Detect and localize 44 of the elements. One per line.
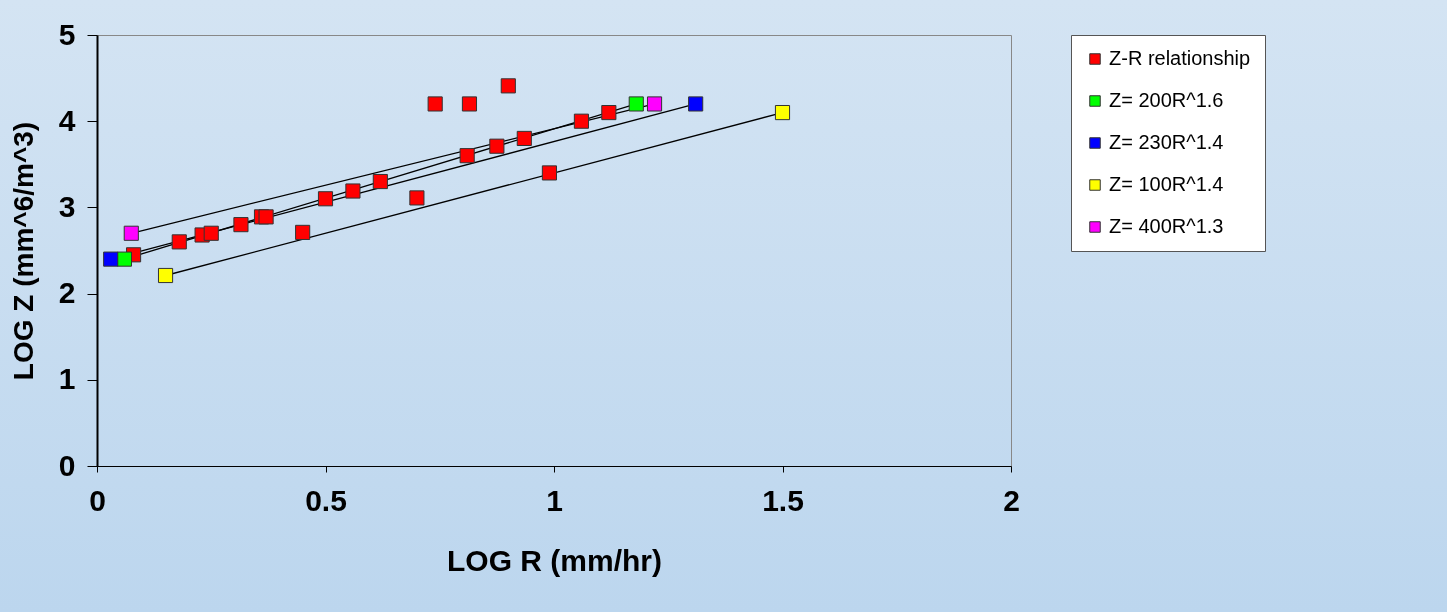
y-tick-label: 4 xyxy=(58,103,76,137)
point xyxy=(628,96,644,112)
legend-label: Z= 400R^1.3 xyxy=(1109,215,1224,237)
y-tick-label: 2 xyxy=(58,276,76,310)
point xyxy=(116,251,132,267)
point xyxy=(157,267,174,284)
y-tick-label: 5 xyxy=(58,17,76,51)
point xyxy=(317,191,334,207)
point xyxy=(774,105,791,121)
point xyxy=(258,209,274,225)
x-tick-label: 0.5 xyxy=(305,483,347,517)
point xyxy=(345,183,361,199)
point xyxy=(203,225,219,241)
x-axis-title: LOG R (mm/hr) xyxy=(447,543,662,577)
y-tick-label: 1 xyxy=(58,362,76,396)
point xyxy=(103,251,119,267)
point xyxy=(171,234,187,250)
point xyxy=(601,105,617,121)
legend-label: Z= 100R^1.4 xyxy=(1109,173,1224,195)
point xyxy=(646,96,663,112)
point xyxy=(409,190,425,206)
point xyxy=(427,96,443,112)
x-tick-label: 2 xyxy=(1003,483,1020,517)
x-tick-label: 1.5 xyxy=(762,483,804,517)
point xyxy=(461,96,478,112)
point xyxy=(123,225,139,241)
point xyxy=(573,113,589,129)
legend-label: Z= 230R^1.4 xyxy=(1109,131,1224,153)
point xyxy=(372,173,388,190)
point xyxy=(295,224,311,240)
point xyxy=(459,148,475,164)
point xyxy=(541,165,557,181)
point xyxy=(688,96,704,112)
legend-label: Z= 200R^1.6 xyxy=(1109,89,1224,111)
y-tick-label: 0 xyxy=(58,448,76,482)
legend-label: Z-R relationship xyxy=(1109,47,1251,69)
y-axis-title: LOG Z (mm^6/m^3) xyxy=(7,121,39,381)
y-tick-label: 3 xyxy=(58,189,76,223)
point xyxy=(233,217,249,233)
x-tick-label: 0 xyxy=(89,483,106,517)
point xyxy=(500,78,516,94)
point xyxy=(516,130,532,147)
point xyxy=(489,138,505,154)
x-tick-label: 1 xyxy=(546,483,563,517)
